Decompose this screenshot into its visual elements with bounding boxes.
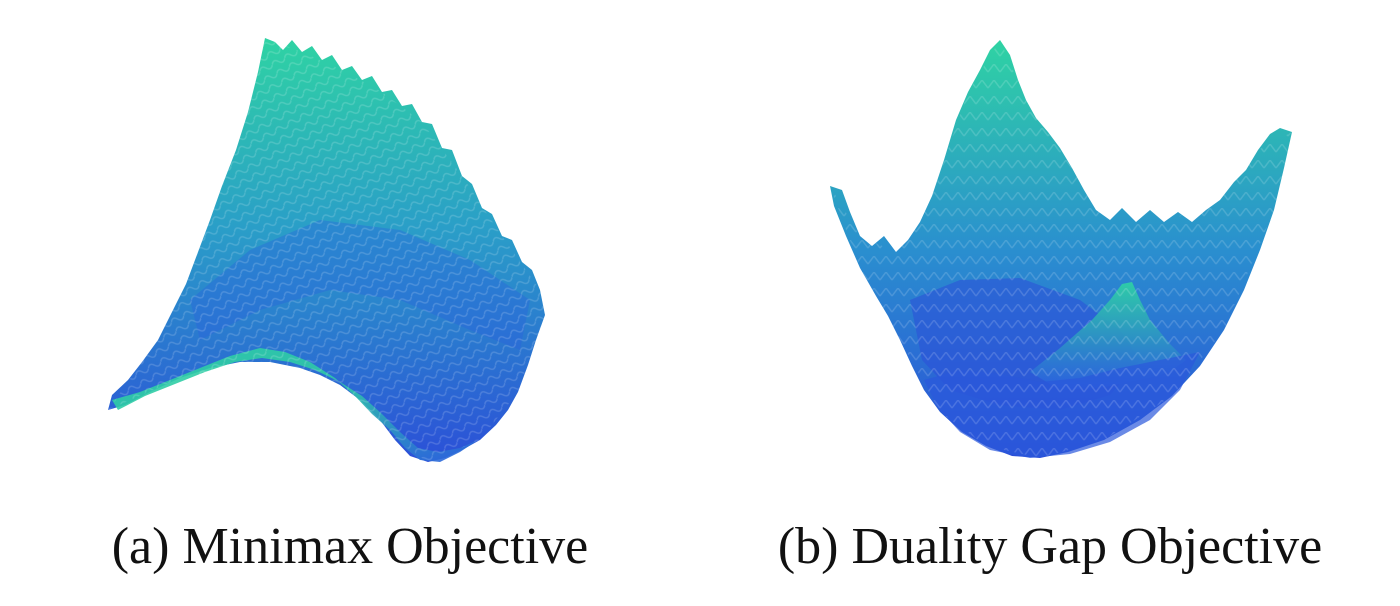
duality-gap-surface-plot [830,40,1292,458]
panel-duality-gap: (b) Duality Gap Objective [700,0,1400,606]
minimax-surface-plot [108,38,545,462]
panel-minimax: (a) Minimax Objective [108,38,589,575]
caption-minimax: (a) Minimax Objective [111,518,589,575]
caption-duality-gap: (b) Duality Gap Objective [777,518,1323,575]
